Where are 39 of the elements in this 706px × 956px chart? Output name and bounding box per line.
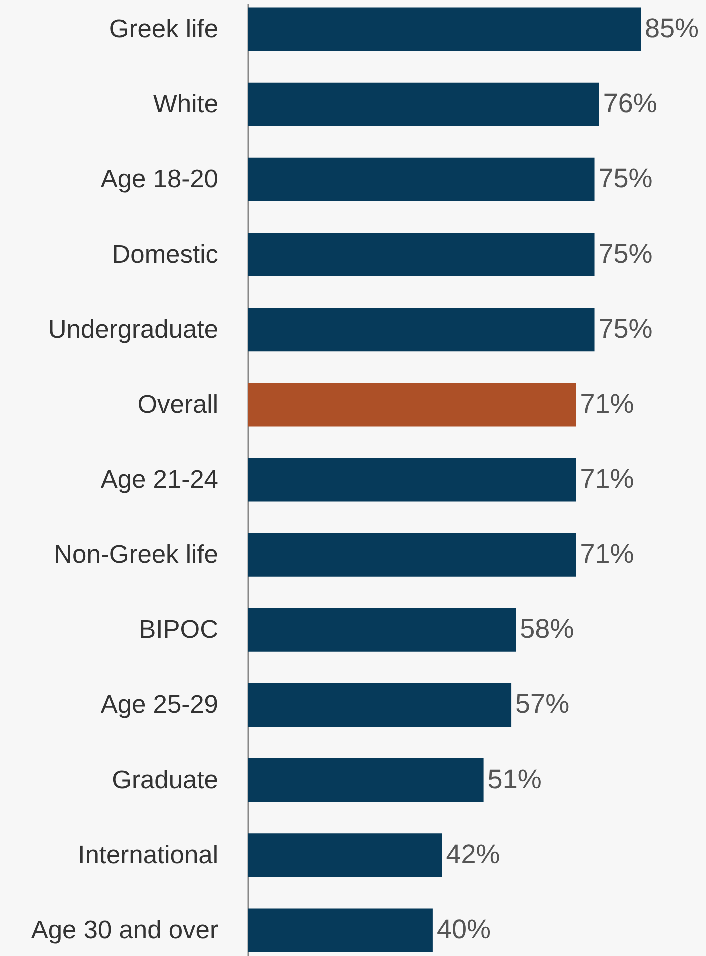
data-label: 71%	[580, 388, 634, 419]
bar	[248, 158, 595, 202]
bar	[248, 758, 484, 802]
y-tick-label: Graduate	[112, 766, 218, 794]
bar	[248, 908, 433, 952]
y-tick-label: Age 30 and over	[31, 916, 219, 944]
bar	[248, 82, 600, 126]
bar	[248, 383, 576, 427]
data-label: 51%	[488, 764, 542, 794]
y-tick-label: Overall	[138, 390, 218, 419]
data-label: 71%	[580, 539, 634, 570]
y-tick-label: Age 25-29	[100, 691, 218, 720]
data-label: 58%	[520, 614, 574, 644]
y-tick-label: International	[78, 841, 218, 870]
y-tick-label: Non-Greek life	[54, 541, 218, 570]
data-label: 75%	[598, 238, 653, 269]
y-tick-label: White	[153, 90, 218, 119]
data-label: 76%	[603, 88, 658, 119]
bar	[248, 683, 512, 728]
data-label: 71%	[580, 464, 634, 494]
data-label: 85%	[645, 14, 700, 44]
y-tick-label: Greek life	[109, 16, 218, 44]
bar	[248, 8, 641, 52]
bar	[248, 834, 442, 878]
data-label: 75%	[598, 314, 653, 344]
bar	[248, 533, 576, 577]
data-label: 57%	[516, 689, 570, 720]
data-label: 75%	[598, 164, 653, 194]
bar	[248, 458, 576, 502]
bar	[248, 308, 595, 352]
data-label: 42%	[446, 839, 500, 870]
y-tick-label: Undergraduate	[48, 316, 218, 344]
y-tick-label: Age 21-24	[100, 466, 218, 494]
y-tick-label: Domestic	[112, 240, 219, 269]
bar	[248, 608, 516, 652]
data-label: 40%	[436, 914, 491, 944]
y-tick-label: BIPOC	[139, 616, 218, 644]
y-tick-label: Age 18-20	[100, 166, 218, 194]
bar	[248, 232, 595, 277]
